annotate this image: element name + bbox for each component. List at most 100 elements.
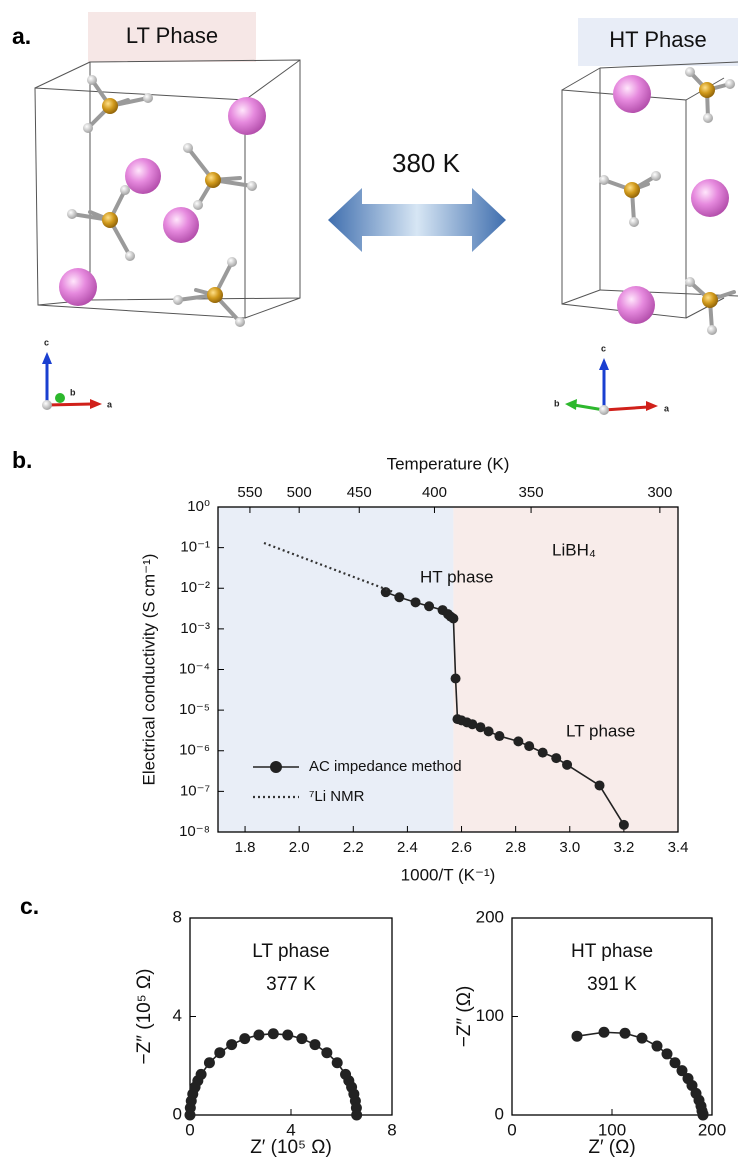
data-point: [268, 1028, 279, 1039]
data-point: [204, 1057, 215, 1068]
lt-title: LT Phase: [126, 23, 218, 48]
annotation: LiBH₄: [552, 540, 596, 559]
transition-label: 380 K: [392, 148, 461, 178]
ht-structure: [562, 62, 738, 335]
y-tick-label: 10⁻⁴: [179, 660, 210, 677]
data-point: [239, 1033, 250, 1044]
annotation: LT phase: [566, 721, 635, 740]
x-tick-label: 1.8: [235, 839, 256, 856]
y-tick-label: 10⁻¹: [180, 539, 210, 556]
annotation: HT phase: [571, 941, 653, 962]
y-tick-label: 10⁻⁵: [179, 701, 210, 718]
data-point: [332, 1057, 343, 1068]
data-point: [538, 748, 548, 758]
annotation: 391 K: [587, 974, 637, 995]
y-tick-label: 10⁻⁸: [179, 823, 210, 840]
x-tick-label: 2.0: [289, 839, 310, 856]
x-tick-label: 0: [507, 1120, 516, 1139]
x-axis-label: 1000/T (K⁻¹): [401, 865, 496, 884]
data-point: [282, 1029, 293, 1040]
data-point: [551, 753, 561, 763]
x-tick-label: 3.0: [559, 839, 580, 856]
data-point: [296, 1033, 307, 1044]
x-axis-label: Z′ (10⁵ Ω): [250, 1137, 332, 1158]
data-point: [226, 1039, 237, 1050]
lt-structure: [35, 60, 300, 327]
data-point: [513, 736, 523, 746]
panel-label: a.: [12, 23, 31, 49]
axis-letter: a: [664, 403, 670, 413]
legend-marker: [270, 761, 282, 773]
lt-axes: c b a: [42, 337, 113, 410]
data-point: [214, 1047, 225, 1058]
data-point: [637, 1033, 648, 1044]
data-point: [253, 1029, 264, 1040]
y-tick-label: 200: [476, 907, 504, 926]
data-point: [196, 1069, 207, 1080]
panel-label: b.: [12, 447, 32, 473]
annotation: 377 K: [266, 974, 316, 995]
phase-region: [218, 507, 453, 832]
data-point: [351, 1110, 362, 1121]
data-point: [448, 614, 458, 624]
legend-label: ⁷Li NMR: [309, 788, 365, 805]
y-tick-label: 0: [495, 1104, 504, 1123]
data-point: [309, 1039, 320, 1050]
x2-tick-label: 450: [347, 484, 372, 501]
panel-label: c.: [20, 893, 39, 919]
data-point: [424, 601, 434, 611]
y-tick-label: 10⁻⁷: [180, 782, 210, 799]
data-point: [599, 1027, 610, 1038]
data-point: [698, 1110, 709, 1121]
series-line: [190, 1034, 357, 1115]
y-tick-label: 10⁻²: [180, 579, 210, 596]
x2-tick-label: 300: [647, 484, 672, 501]
data-point: [662, 1048, 673, 1059]
x2-tick-label: 550: [237, 484, 262, 501]
annotation: HT phase: [420, 567, 493, 586]
axis-letter: c: [601, 343, 606, 353]
data-point: [619, 820, 629, 830]
y-axis-label: Electrical conductivity (S cm⁻¹): [139, 554, 158, 786]
figure: a. b. c. LT Phase HT Phase: [0, 0, 738, 1158]
x-tick-label: 2.4: [397, 839, 418, 856]
data-point: [620, 1028, 631, 1039]
x-tick-label: 8: [387, 1120, 396, 1139]
x-tick-label: 3.4: [668, 839, 689, 856]
axis-letter: b: [70, 387, 76, 397]
ht-axes: c b a: [554, 343, 670, 415]
ht-title: HT Phase: [609, 27, 706, 52]
y-tick-label: 0: [173, 1104, 182, 1123]
data-point: [652, 1041, 663, 1052]
y-tick-label: 10⁻³: [180, 620, 210, 637]
x2-tick-label: 350: [519, 484, 544, 501]
x-tick-label: 2.6: [451, 839, 472, 856]
legend-label: AC impedance method: [309, 758, 462, 775]
data-point: [394, 592, 404, 602]
y-tick-label: 4: [173, 1006, 182, 1025]
x2-axis-label: Temperature (K): [387, 454, 510, 473]
page: a. b. c. LT Phase HT Phase: [0, 0, 738, 1158]
y-tick-label: 8: [173, 907, 182, 926]
x2-tick-label: 400: [422, 484, 447, 501]
data-point: [484, 726, 494, 736]
data-point: [411, 597, 421, 607]
data-point: [451, 674, 461, 684]
data-point: [494, 731, 504, 741]
data-point: [321, 1047, 332, 1058]
transition-arrow: [328, 188, 506, 252]
y-axis-label: −Z″ (Ω): [454, 986, 475, 1048]
x-tick-label: 0: [185, 1120, 194, 1139]
data-point: [595, 780, 605, 790]
y-tick-label: 100: [476, 1006, 504, 1025]
x-tick-label: 2.2: [343, 839, 364, 856]
axis-letter: b: [554, 398, 560, 408]
y-tick-label: 10⁰: [187, 498, 210, 515]
axis-letter: c: [44, 337, 49, 347]
data-point: [524, 741, 534, 751]
x2-tick-label: 500: [287, 484, 312, 501]
y-axis-label: −Z″ (10⁵ Ω): [134, 969, 155, 1065]
annotation: LT phase: [252, 941, 329, 962]
x-axis-label: Z′ (Ω): [588, 1137, 635, 1158]
x-tick-label: 3.2: [613, 839, 634, 856]
